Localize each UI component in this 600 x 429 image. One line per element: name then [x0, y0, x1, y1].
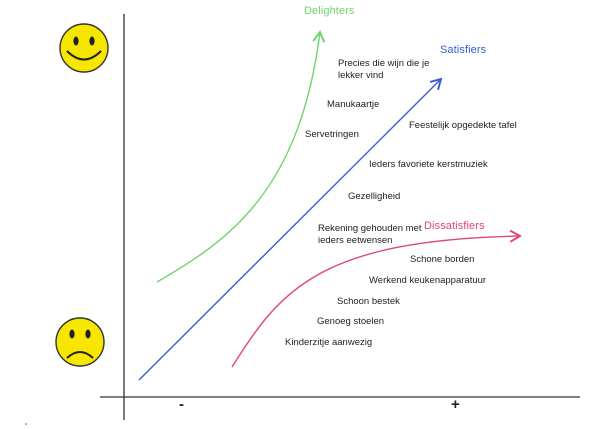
dissatisfiers-label: Dissatisfiers — [424, 220, 485, 232]
item-schone-borden: Schone borden — [410, 254, 475, 265]
item-rekening-line-2: ieders eetwensen — [318, 235, 393, 246]
item-gezelligheid: Gezelligheid — [348, 191, 401, 202]
item-genoeg-stoelen: Genoeg stoelen — [317, 316, 385, 327]
delighters-label: Delighters — [304, 5, 355, 17]
item-precies-line-1: Precies die wijn die je — [338, 58, 430, 69]
item-keukenapparatuur: Werkend keukenapparatuur — [369, 275, 487, 286]
dissatisfiers-curve — [231, 229, 522, 368]
satisfiers-label: Satisfiers — [440, 44, 487, 56]
item-schoon-bestek: Schoon bestek — [337, 296, 400, 307]
satisfiers-line — [138, 77, 443, 381]
item-kerstmuziek: Ieders favoriete kerstmuziek — [369, 159, 488, 170]
item-rekening: Rekening gehouden met ieders eetwensen — [318, 223, 422, 247]
smiley-sad-icon — [55, 317, 105, 367]
item-precies-line-2: lekker vind — [338, 70, 384, 81]
delighters-curve — [156, 30, 326, 283]
item-precies-die-wijn: Precies die wijn die je lekker vind — [338, 58, 429, 82]
axis-plus-label: + — [451, 396, 460, 413]
item-kinderzitje: Kinderzitje aanwezig — [285, 337, 373, 348]
item-manukaartje: Manukaartje — [327, 99, 380, 110]
item-rekening-line-1: Rekening gehouden met — [318, 223, 422, 234]
item-feestelijk: Feestelijk opgedekte tafel — [409, 120, 517, 131]
item-servetringen: Servetringen — [305, 129, 359, 140]
smiley-happy-icon — [59, 23, 109, 73]
axis-minus-label: - — [179, 396, 184, 413]
stray-dot — [25, 423, 27, 425]
